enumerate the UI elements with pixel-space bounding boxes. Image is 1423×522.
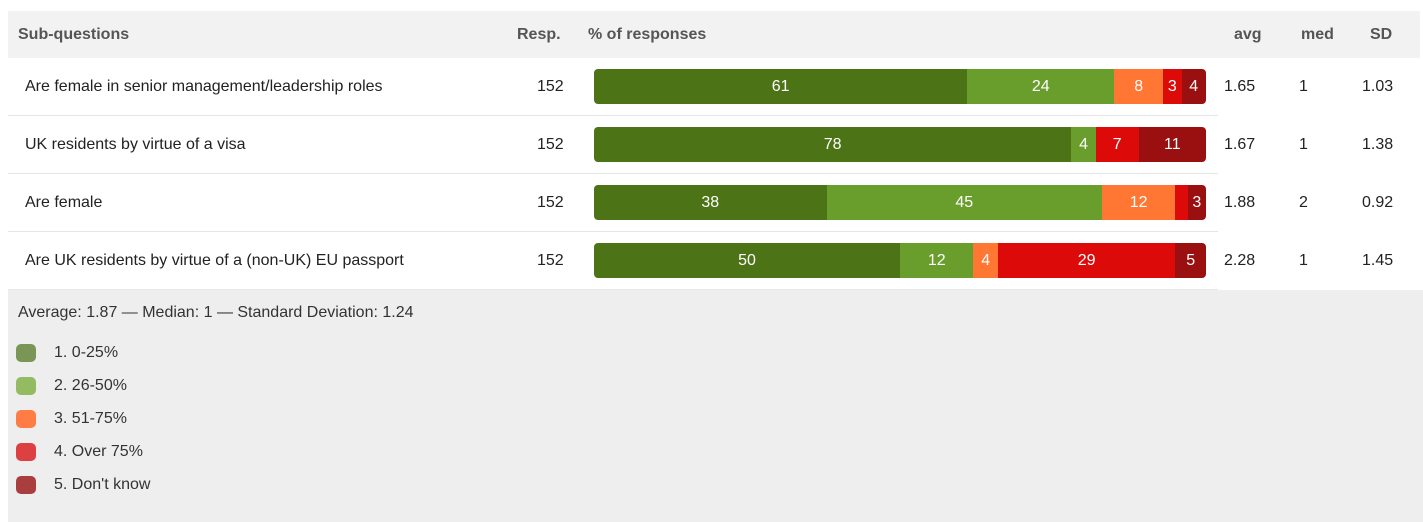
row-stats: 1.67 1 1.38	[1220, 116, 1420, 173]
row-stats: 1.65 1 1.03	[1220, 58, 1420, 115]
bar-segment: 12	[1101, 185, 1176, 220]
legend-label: 3. 51-75%	[54, 410, 127, 427]
bar-segment: 11	[1138, 127, 1206, 162]
bar-segment: 3	[1163, 69, 1182, 104]
row-med: 2	[1299, 194, 1308, 211]
row-avg: 1.67	[1224, 136, 1256, 153]
row-sd: 1.03	[1362, 78, 1394, 95]
bar-segment: 4	[973, 243, 998, 278]
bar-segment: 29	[997, 243, 1176, 278]
bar-segment: 4	[1071, 127, 1096, 162]
summary-stats: Average: 1.87 — Median: 1 — Standard Dev…	[18, 304, 414, 321]
row-avg: 2.28	[1224, 252, 1256, 269]
row-med: 1	[1299, 252, 1308, 269]
header-percent: % of responses	[588, 26, 707, 43]
row-stats: 2.28 1 1.45	[1220, 232, 1420, 289]
bar-segment: 24	[967, 69, 1115, 104]
bar-segment: 61	[594, 69, 968, 104]
legend-swatch	[16, 476, 36, 494]
header-responses: Resp.	[517, 26, 561, 43]
row-label: Are UK residents by virtue of a (non-UK)…	[25, 252, 404, 269]
bar-segment: 78	[594, 127, 1072, 162]
row-responses: 152	[537, 136, 564, 153]
table-header: Sub-questions Resp. % of responses avg m…	[8, 11, 1420, 58]
bar-segment: 3	[1187, 185, 1206, 220]
header-sd: SD	[1370, 26, 1393, 43]
bar-segment: 5	[1175, 243, 1206, 278]
bar-segment: 4	[1181, 69, 1206, 104]
legend-label: 4. Over 75%	[54, 443, 143, 460]
row-responses: 152	[537, 252, 564, 269]
row-responses: 152	[537, 78, 564, 95]
stacked-bar: 78 4 7 11	[594, 127, 1206, 162]
bar-segment: 12	[900, 243, 974, 278]
bar-segment: 50	[594, 243, 900, 278]
legend-swatch	[16, 377, 36, 395]
bar-segment: 38	[594, 185, 827, 220]
bar-segment: 7	[1095, 127, 1139, 162]
bar-segment: 8	[1114, 69, 1164, 104]
row-label: Are female in senior management/leadersh…	[25, 78, 383, 95]
legend-label: 5. Don't know	[54, 476, 151, 493]
header-subquestions: Sub-questions	[18, 26, 130, 43]
bar-segment: 45	[826, 185, 1102, 220]
legend-swatch	[16, 443, 36, 461]
stacked-bar: 38 45 12 3	[594, 185, 1206, 220]
stacked-bar: 61 24 8 3 4	[594, 69, 1206, 104]
row-avg: 1.88	[1224, 194, 1256, 211]
header-med: med	[1301, 26, 1334, 43]
legend-label: 2. 26-50%	[54, 377, 127, 394]
table-row: Are UK residents by virtue of a (non-UK)…	[8, 232, 1218, 290]
row-responses: 152	[537, 194, 564, 211]
row-sd: 1.38	[1362, 136, 1394, 153]
row-med: 1	[1299, 78, 1308, 95]
legend-label: 1. 0-25%	[54, 344, 119, 361]
row-sd: 1.45	[1362, 252, 1394, 269]
row-sd: 0.92	[1362, 194, 1394, 211]
legend-item: 2. 26-50%	[16, 375, 127, 397]
table-row: UK residents by virtue of a visa 152 78 4 7 1…	[8, 116, 1218, 174]
legend-item: 1. 0-25%	[16, 342, 118, 364]
table-row: Are female 152 38 45 12 3	[8, 174, 1218, 232]
row-med: 1	[1299, 136, 1308, 153]
row-stats: 1.88 2 0.92	[1220, 174, 1420, 231]
legend-item: 4. Over 75%	[16, 441, 143, 463]
bar-segment	[1175, 185, 1188, 220]
legend-item: 3. 51-75%	[16, 408, 127, 430]
legend-item: 5. Don't know	[16, 474, 150, 496]
header-avg: avg	[1234, 26, 1262, 43]
stacked-bar: 50 12 4 29 5	[594, 243, 1206, 278]
row-label: Are female	[25, 194, 103, 211]
summary-panel: Average: 1.87 — Median: 1 — Standard Dev…	[8, 290, 1423, 522]
legend-swatch	[16, 344, 36, 362]
row-label: UK residents by virtue of a visa	[25, 136, 246, 153]
table-row: Are female in senior management/leadersh…	[8, 58, 1218, 116]
legend-swatch	[16, 410, 36, 428]
row-avg: 1.65	[1224, 78, 1256, 95]
